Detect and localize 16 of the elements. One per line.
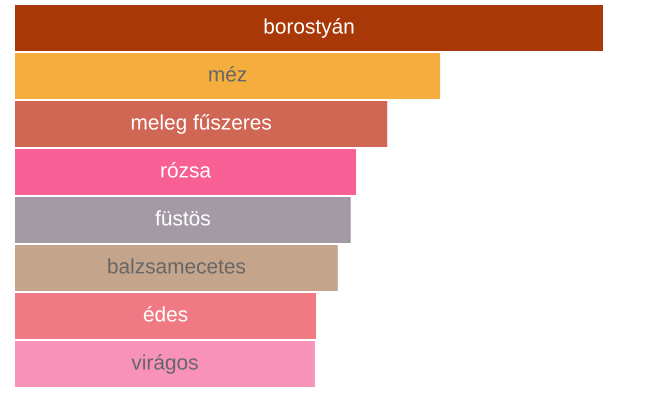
bar: [15, 100, 388, 148]
y-tick-label: füstös: [155, 210, 210, 226]
y-tick-label: rózsa: [161, 162, 211, 178]
bar: [15, 340, 315, 388]
y-tick-label: borostyán: [264, 18, 354, 38]
bar: [15, 292, 316, 340]
y-tick-label: virágos: [131, 354, 198, 374]
y-tick-label: méz: [209, 66, 246, 82]
bar: [15, 4, 603, 52]
bar: [15, 196, 351, 244]
y-tick-label: édes: [144, 306, 188, 322]
bar: [15, 52, 440, 100]
bar: [15, 148, 356, 196]
y-tick-label: meleg fűszeres: [132, 114, 271, 134]
bar: [15, 244, 338, 292]
y-tick-label: balzsamecetes: [108, 258, 246, 274]
